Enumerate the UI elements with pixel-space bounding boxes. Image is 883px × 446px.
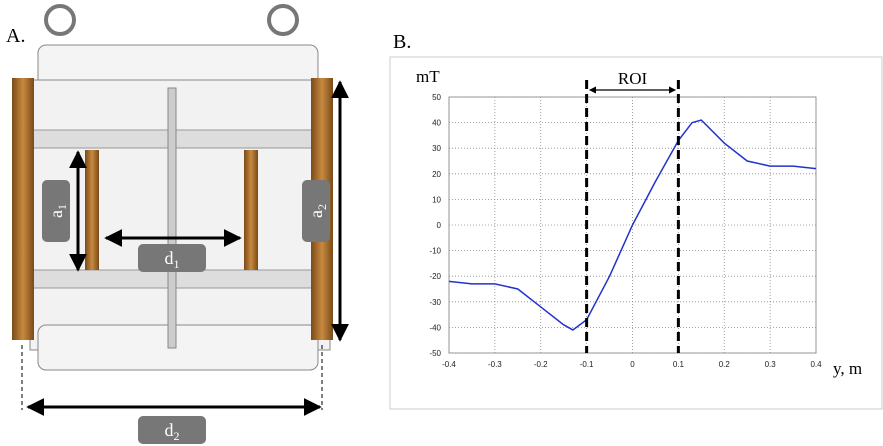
tag-box	[42, 180, 70, 242]
tag-main: a	[306, 210, 326, 218]
tag-main: a	[46, 210, 66, 218]
tag-box	[138, 244, 206, 272]
tag-main: d	[165, 248, 174, 268]
beam	[29, 129, 331, 149]
magnet-inner	[85, 150, 99, 270]
line	[448, 119, 817, 331]
tag: a2	[306, 204, 329, 218]
frame-bottom	[37, 324, 319, 371]
x-tick-label: -0.1	[580, 360, 594, 369]
y-tick-label: -10	[429, 247, 441, 256]
tag: d1	[165, 248, 180, 271]
x-tick-label: 0.3	[765, 360, 777, 369]
y-tick-label: 20	[432, 170, 441, 179]
x-tick-label: -0.4	[442, 360, 456, 369]
x-tick-label: -0.2	[534, 360, 548, 369]
y-axis-label: mT	[416, 67, 440, 86]
y-tick-label: 0	[437, 221, 442, 230]
y-tick-label: -20	[429, 272, 441, 281]
y-tick-label: 10	[432, 195, 441, 204]
magnet-outer	[12, 78, 34, 340]
frame-body	[29, 79, 331, 351]
y-tick-label: 30	[432, 144, 441, 153]
y-tick-label: 40	[432, 119, 441, 128]
tag-main: d	[165, 420, 174, 440]
beam	[29, 269, 331, 289]
x-axis-label: y, m	[833, 359, 862, 378]
tag-box	[138, 416, 206, 444]
lifting-eye	[44, 4, 76, 36]
lifting-eye	[267, 4, 299, 36]
tag: a1	[46, 204, 69, 218]
y-tick-label: -50	[429, 349, 441, 358]
y-tick-label: -40	[429, 323, 441, 332]
tag-box	[302, 180, 330, 242]
x-tick-label: 0	[630, 360, 635, 369]
chart-box	[389, 56, 883, 410]
x-tick-label: -0.3	[488, 360, 502, 369]
x-tick-label: 0.2	[719, 360, 731, 369]
y-tick-label: -30	[429, 298, 441, 307]
roi-label: ROI	[618, 69, 648, 88]
y-tick-label: 50	[432, 93, 441, 102]
magnet-inner	[244, 150, 258, 270]
tag: d2	[165, 420, 180, 443]
x-tick-label: 0.4	[810, 360, 822, 369]
x-tick-label: 0.1	[673, 360, 685, 369]
panel-label: A.	[6, 25, 25, 47]
tag-sub: 1	[174, 257, 180, 271]
panel-label: B.	[393, 31, 411, 53]
tag-sub: 1	[55, 204, 69, 210]
rod	[167, 87, 177, 349]
panel-a: A. a1 a2 d1 d2	[6, 4, 349, 444]
tag-sub: 2	[174, 429, 180, 443]
tag-sub: 2	[315, 204, 329, 210]
